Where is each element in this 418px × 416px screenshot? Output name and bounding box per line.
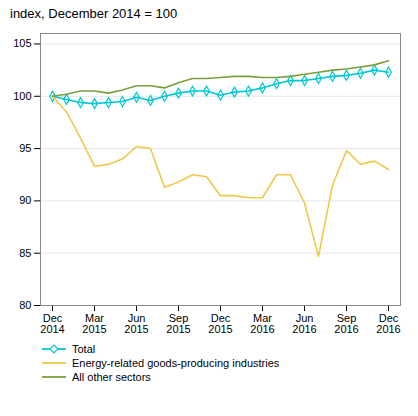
svg-text:Sep2016: Sep2016 [334, 312, 358, 335]
svg-text:Dec2015: Dec2015 [208, 312, 232, 335]
svg-text:Jun2016: Jun2016 [292, 312, 316, 335]
svg-text:100: 100 [13, 90, 31, 102]
svg-text:Sep2015: Sep2015 [166, 312, 190, 335]
svg-text:105: 105 [13, 37, 31, 49]
svg-text:Jun2015: Jun2015 [124, 312, 148, 335]
html-text:Energy-related goods-producing: Energy-related goods-producing industrie… [72, 357, 280, 369]
svg-text:Mar2016: Mar2016 [250, 312, 274, 335]
svg-text:Dec2016: Dec2016 [376, 312, 400, 335]
svg-text:Mar2015: Mar2015 [82, 312, 106, 335]
svg-text:Dec2014: Dec2014 [40, 312, 64, 335]
svg-text:90: 90 [19, 194, 31, 206]
svg-text:80: 80 [19, 299, 31, 311]
html-text:index, December 2014 = 100: index, December 2014 = 100 [10, 6, 178, 21]
svg-text:85: 85 [19, 247, 31, 259]
html-text:Total: Total [72, 343, 96, 355]
svg-text:95: 95 [19, 142, 31, 154]
html-text:All other sectors: All other sectors [72, 371, 151, 383]
